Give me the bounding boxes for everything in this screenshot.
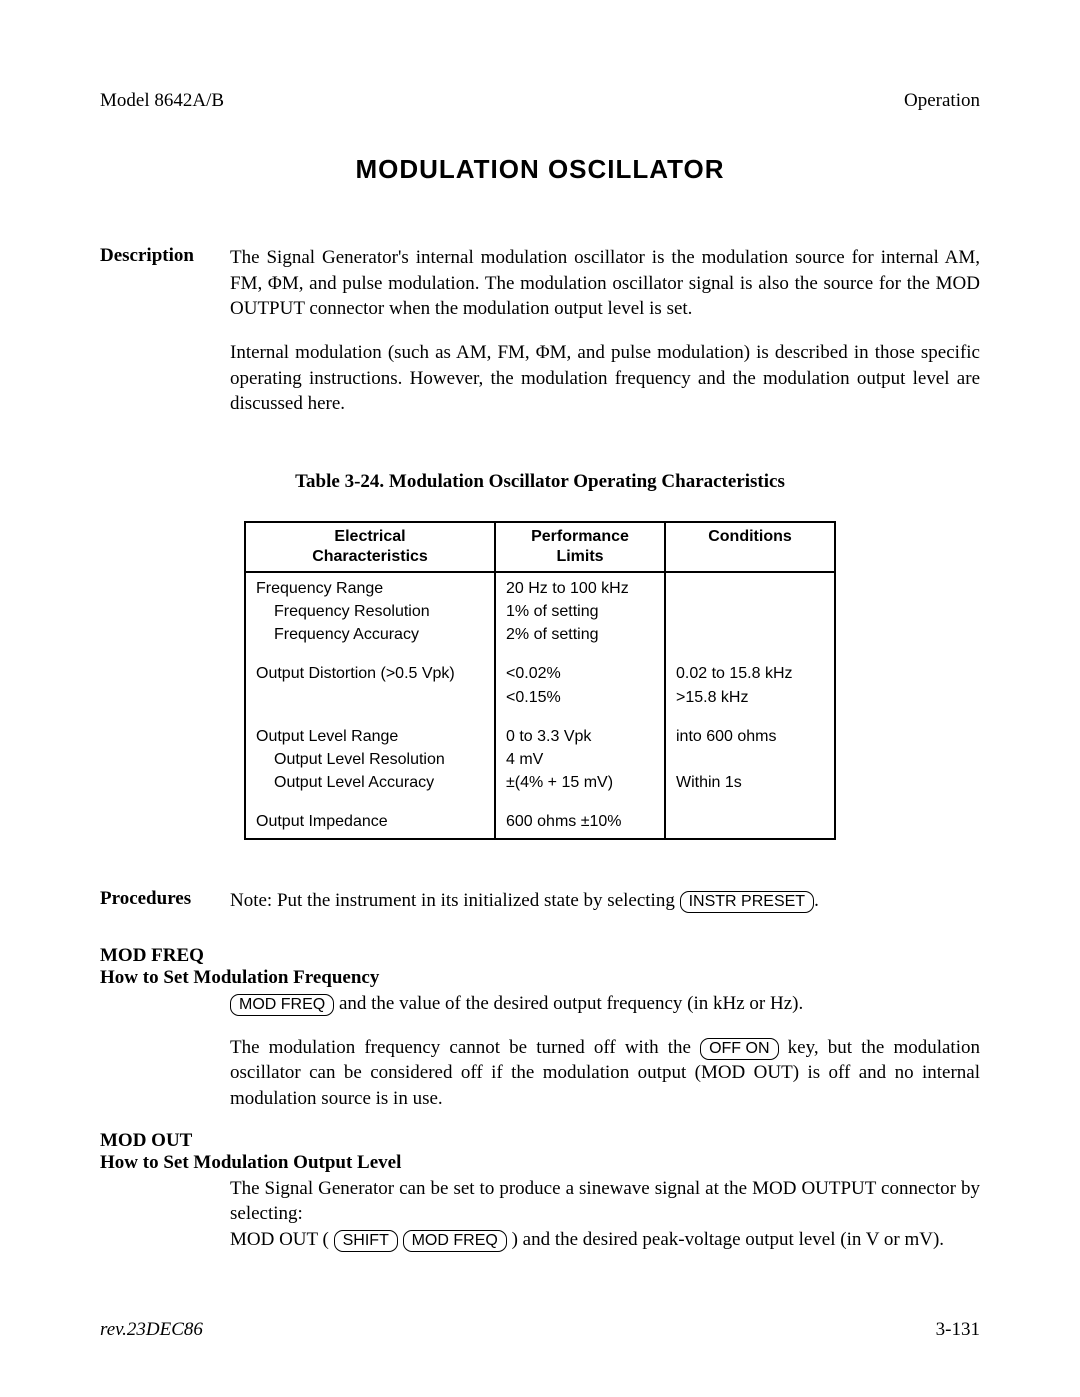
page: Model 8642A/B Operation MODULATION OSCIL… xyxy=(0,0,1080,1397)
description-p1: The Signal Generator's internal modulati… xyxy=(230,245,980,322)
description-p2: Internal modulation (such as AM, FM, ΦM,… xyxy=(230,340,980,417)
characteristics-table: Electrical Characteristics Performance L… xyxy=(244,521,836,840)
modout-p2-pre: MOD OUT ( xyxy=(230,1229,334,1250)
modfreq-body: MOD FREQ and the value of the desired ou… xyxy=(230,991,980,1112)
key-instr-preset[interactable]: INSTR PRESET xyxy=(680,891,814,913)
procedures-body: Note: Put the instrument in its initiali… xyxy=(230,888,980,914)
modfreq-line1: and the value of the desired output freq… xyxy=(334,993,803,1014)
procedures-note-post: . xyxy=(814,890,819,911)
modout-body: The Signal Generator can be set to produ… xyxy=(230,1176,980,1253)
procedures-note-pre: Note: Put the instrument in its initiali… xyxy=(230,890,680,911)
header-section: Operation xyxy=(904,90,980,112)
key-shift[interactable]: SHIFT xyxy=(334,1230,398,1252)
page-header: Model 8642A/B Operation xyxy=(100,90,980,112)
footer-rev: rev.23DEC86 xyxy=(100,1319,203,1341)
footer-page: 3-131 xyxy=(936,1319,980,1341)
cell-perf: 20 Hz to 100 kHz 1% of setting 2% of set… xyxy=(495,572,665,839)
modfreq-howto: How to Set Modulation Frequency xyxy=(100,967,379,988)
table-header-row: Electrical Characteristics Performance L… xyxy=(245,522,835,572)
modout-howto: How to Set Modulation Output Level xyxy=(100,1152,401,1173)
col-electrical: Electrical Characteristics xyxy=(245,522,495,572)
cell-cond: 0.02 to 15.8 kHz >15.8 kHz into 600 ohms… xyxy=(665,572,835,839)
modfreq-title: MOD FREQ xyxy=(100,945,980,967)
modout-p2-post: ) and the desired peak-voltage output le… xyxy=(507,1229,944,1250)
modout-p1: The Signal Generator can be set to produ… xyxy=(230,1176,980,1227)
modfreq-p2-pre: The modulation frequency cannot be turne… xyxy=(230,1037,700,1058)
description-body: The Signal Generator's internal modulati… xyxy=(230,245,980,435)
col-performance: Performance Limits xyxy=(495,522,665,572)
procedures-section: Procedures Note: Put the instrument in i… xyxy=(100,888,980,914)
description-label: Description xyxy=(100,245,230,435)
table-row: Frequency Range Frequency Resolution Fre… xyxy=(245,572,835,839)
key-mod-freq[interactable]: MOD FREQ xyxy=(230,994,334,1016)
page-footer: rev.23DEC86 3-131 xyxy=(100,1319,980,1341)
header-model: Model 8642A/B xyxy=(100,90,224,112)
cell-elec: Frequency Range Frequency Resolution Fre… xyxy=(245,572,495,839)
page-title: MODULATION OSCILLATOR xyxy=(100,154,980,185)
key-off-on[interactable]: OFF ON xyxy=(700,1038,778,1060)
table-caption: Table 3-24. Modulation Oscillator Operat… xyxy=(100,471,980,493)
key-mod-freq-2[interactable]: MOD FREQ xyxy=(403,1230,507,1252)
procedures-label: Procedures xyxy=(100,888,230,914)
col-conditions: Conditions xyxy=(665,522,835,572)
modout-title: MOD OUT xyxy=(100,1130,980,1152)
description-section: Description The Signal Generator's inter… xyxy=(100,245,980,435)
